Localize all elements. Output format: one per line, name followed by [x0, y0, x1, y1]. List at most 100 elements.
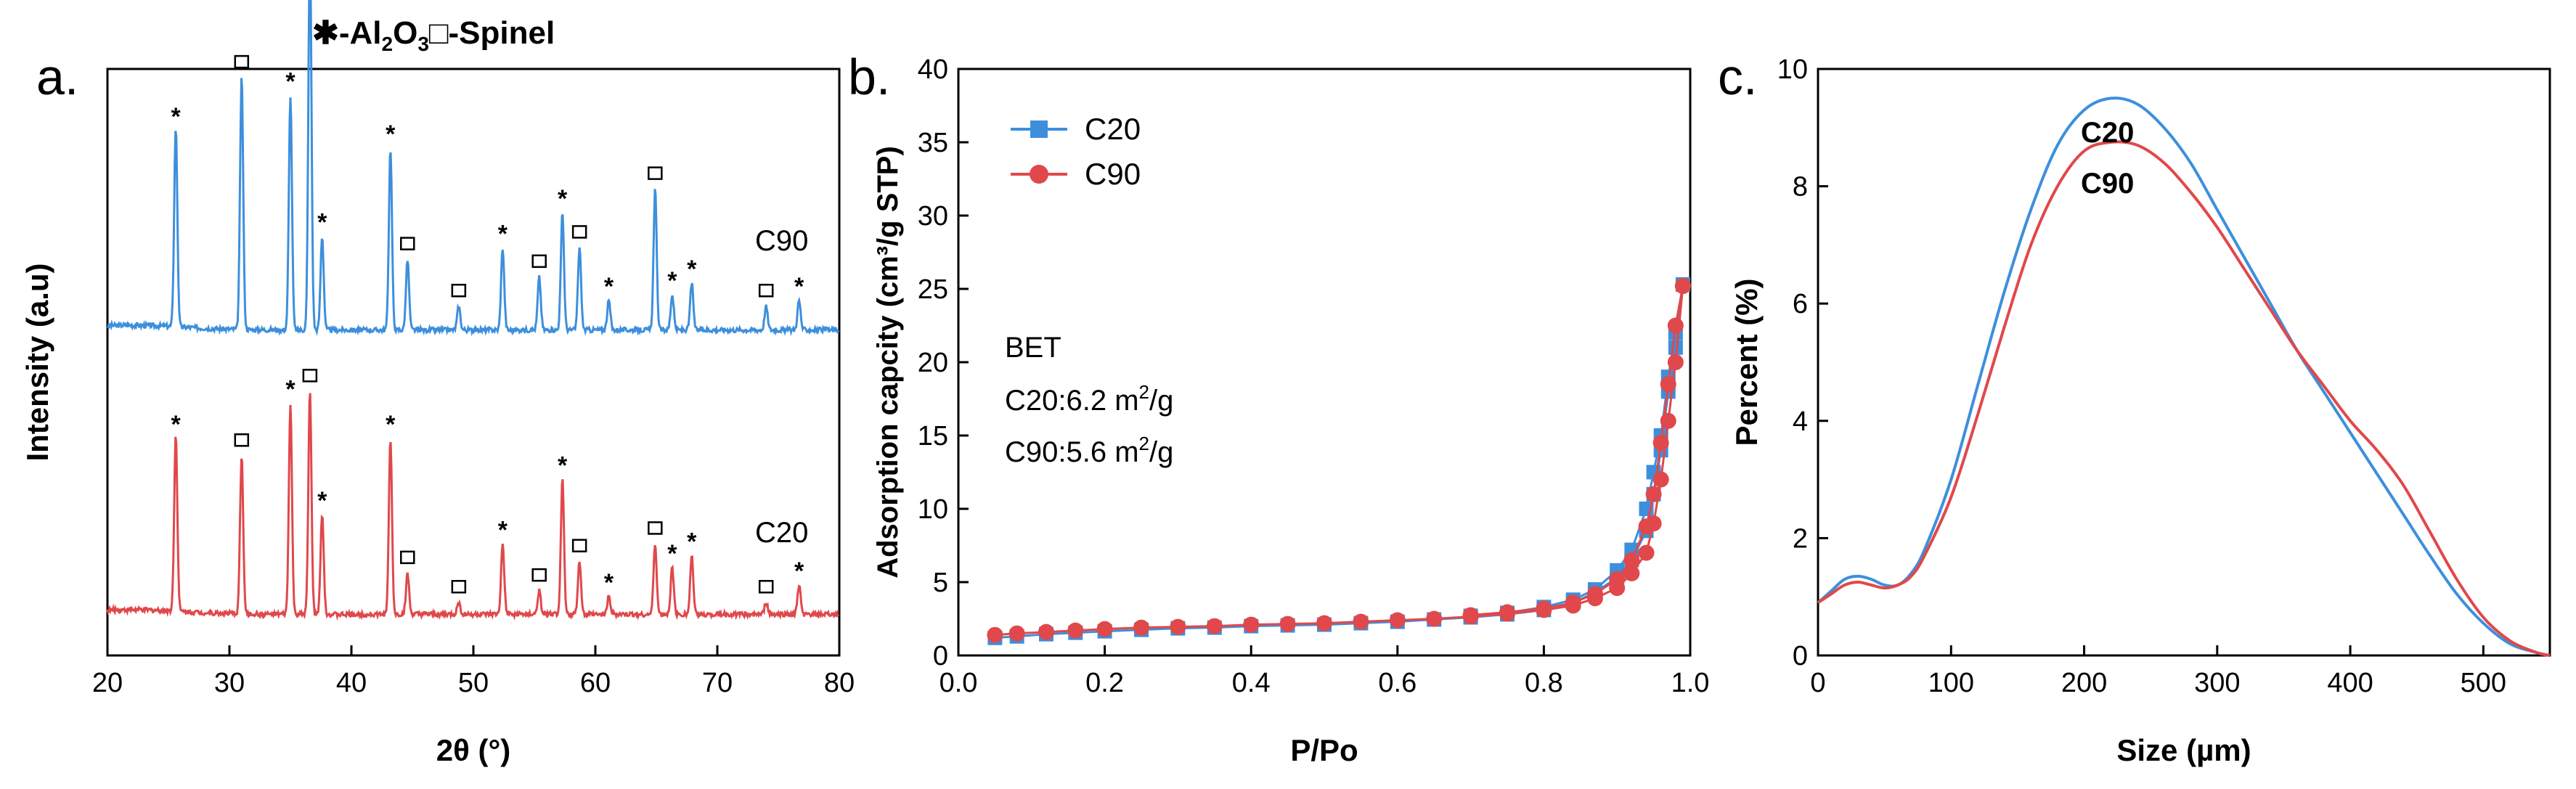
bet-c90-value: C90:5.6 m — [1005, 436, 1139, 468]
panel-a-peak-marker-alumina: * — [687, 528, 697, 556]
panel-a-pattern-c90 — [107, 0, 840, 337]
title-o: O — [393, 15, 417, 51]
panel-b-frame — [957, 68, 1692, 657]
panel-a-peak-marker-spinel — [451, 580, 467, 594]
panel-a-peak-marker-alumina: * — [558, 185, 568, 213]
panel-b-point-c90 — [1206, 618, 1223, 634]
panel-a-peak-marker-alumina: * — [604, 569, 614, 597]
panel-b-point-c90 — [1067, 622, 1084, 639]
panel-a-peak-marker-alumina: * — [794, 557, 804, 585]
legend-marker-c90 — [1030, 165, 1048, 184]
panel-b-label: b. — [848, 49, 890, 105]
panel-b-legend: C20 C90 — [1011, 112, 1141, 191]
panel-a-label: a. — [36, 49, 78, 105]
bet-c90-unit: /g — [1149, 436, 1173, 468]
panel-c-frame — [1817, 68, 2551, 657]
panel-a-peak-marker-alumina: * — [386, 411, 396, 438]
panel-a-plot: 20 30 40 50 60 70 80 ******* * ********** ** C90 … — [20, 0, 855, 767]
panel-a-xtick-label: 70 — [702, 668, 733, 698]
panel-a-ylabel: Intensity (a.u) — [20, 263, 54, 461]
panel-b-ytick-label: 25 — [918, 274, 948, 305]
bet-c90: C90:5.6 m2/g — [1005, 433, 1173, 468]
legend-marker-c20 — [1030, 120, 1048, 138]
bet-c90-sup: 2 — [1139, 433, 1149, 454]
legend-label-c20: C20 — [1085, 112, 1141, 146]
panel-c-ytick-label: 0 — [1793, 641, 1808, 671]
bet-heading: BET — [1005, 332, 1061, 364]
panel-a-peak-marker-spinel — [648, 166, 663, 180]
panel-b-xtick-label: 0.6 — [1378, 668, 1417, 698]
panel-b-point-c90 — [1536, 600, 1552, 617]
panel-c-ytick-label: 10 — [1777, 54, 1808, 85]
panel-a-xtick-label: 40 — [336, 668, 367, 698]
panel-c-xtick-label: 300 — [2194, 668, 2240, 698]
title-rest: -Spinel — [449, 15, 555, 51]
title-box: □ — [429, 15, 449, 51]
panel-b-point-c90 — [1133, 619, 1149, 636]
panel-a-peak-marker-spinel — [758, 283, 774, 298]
panel-b-point-c90 — [1645, 486, 1662, 502]
panel-c-label-c90: C90 — [2081, 168, 2134, 200]
panel-b-point-c90 — [1623, 565, 1640, 581]
panel-a-xtick-label: 60 — [580, 668, 611, 698]
panel-a-peak-marker-alumina: * — [285, 376, 295, 404]
panel-a-peak-marker-alumina: * — [171, 411, 181, 438]
title-star: ✱ — [312, 15, 339, 51]
panel-b-ytick-label: 5 — [933, 568, 948, 598]
bet-c20: C20:6.2 m2/g — [1005, 381, 1173, 417]
panel-a-xtick-label: 50 — [458, 668, 489, 698]
panel-a-peak-marker-spinel — [451, 283, 467, 298]
panel-b-xtick-label: 0.0 — [939, 668, 978, 698]
panel-c-ytick-label: 2 — [1793, 523, 1808, 554]
panel-a-peak-marker-spinel — [648, 521, 663, 535]
panel-a-frame — [106, 68, 841, 657]
panel-a-peak-marker-alumina: * — [498, 516, 508, 544]
panel-a-peak-marker-alumina: * — [386, 120, 396, 148]
panel-a-series-label-c20: C20 — [755, 517, 808, 549]
panel-b-xtick-label: 0.2 — [1085, 668, 1124, 698]
panel-c-curve-c90 — [1817, 140, 2551, 657]
title-sub1: 2 — [382, 33, 394, 55]
panel-a-peak-marker-alumina: * — [667, 267, 677, 295]
panel-b-point-c90 — [1660, 376, 1676, 393]
panel-a-peak-marker-spinel — [571, 225, 587, 239]
panel-a-xtick-label: 80 — [824, 668, 855, 698]
panel-b-point-c90 — [1389, 612, 1406, 629]
panel-b-c20-desorption-line — [1470, 284, 1684, 617]
panel-c-ytick-label: 4 — [1793, 406, 1808, 437]
panel-b-point-c90 — [1353, 613, 1369, 630]
panel-b-xtick-label: 0.4 — [1232, 668, 1271, 698]
panel-a-peak-marker-alumina: * — [794, 273, 804, 301]
panel-a-peak-marker-alumina: * — [317, 487, 327, 515]
panel-c-xtick-label: 400 — [2327, 668, 2373, 698]
title-sub2: 3 — [417, 33, 429, 55]
panel-a-series-label-c90: C90 — [755, 225, 808, 257]
panel-b-point-c90 — [1008, 625, 1025, 642]
panel-c-xtick-label: 500 — [2461, 668, 2506, 698]
panel-c-xtick-label: 100 — [1928, 668, 1974, 698]
panel-a-xtick-label: 30 — [214, 668, 245, 698]
panel-b-ytick-label: 35 — [918, 128, 948, 158]
panel-b-ytick-label: 0 — [933, 641, 948, 671]
panel-b-xlabel: P/Po — [1290, 733, 1358, 767]
panel-a-peak-marker-alumina: * — [558, 452, 568, 480]
panel-b-point-c90 — [1499, 604, 1515, 621]
bet-c20-sup: 2 — [1139, 381, 1149, 403]
panel-a-peak-marker-alumina: * — [687, 255, 697, 283]
panel-b-ytick-label: 10 — [918, 494, 948, 525]
panel-a-peak-marker-spinel — [400, 550, 415, 565]
panel-b-ytick-label: 20 — [918, 348, 948, 378]
panel-b-point-c90 — [1170, 618, 1186, 635]
title-al: -Al — [339, 15, 382, 51]
panel-c-label-c20: C20 — [2081, 117, 2134, 149]
panel-b-c90-desorption-line — [1470, 285, 1684, 616]
panel-b-point-c90 — [1609, 571, 1626, 587]
panel-a-pattern-c20 — [106, 393, 840, 621]
panel-b-ylabel: Adsorption capcity (cm³/g STP) — [872, 146, 904, 579]
panel-b-point-c90 — [1426, 610, 1443, 627]
panel-b-point-c90 — [1638, 544, 1655, 561]
panel-b-point-c90 — [1586, 586, 1603, 602]
panel-c-xlabel: Size (µm) — [2116, 733, 2251, 767]
panel-a-peak-marker-alumina: * — [285, 68, 295, 95]
